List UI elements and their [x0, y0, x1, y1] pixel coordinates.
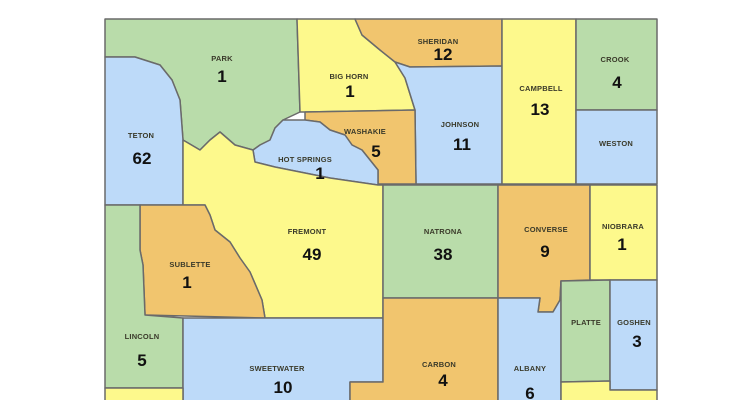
county-name-crook: CROOK — [601, 55, 630, 64]
county-count-crook: 4 — [612, 73, 622, 92]
county-count-park: 1 — [217, 67, 226, 86]
county-count-teton: 62 — [133, 149, 152, 168]
county-count-sweetwater: 10 — [274, 378, 293, 397]
county-name-sheridan: SHERIDAN — [418, 37, 459, 46]
county-count-campbell: 13 — [531, 100, 550, 119]
county-name-fremont: FREMONT — [288, 227, 327, 236]
county-count-lincoln: 5 — [137, 351, 146, 370]
county-uinta[interactable] — [104, 387, 184, 400]
county-count-johnson: 11 — [453, 135, 471, 154]
county-name-sublette: SUBLETTE — [169, 260, 210, 269]
county-name-campbell: CAMPBELL — [519, 84, 562, 93]
county-count-carbon: 4 — [438, 371, 448, 390]
county-name-park: PARK — [211, 54, 233, 63]
county-count-converse: 9 — [540, 242, 549, 261]
county-weston[interactable] — [575, 109, 658, 185]
county-count-fremont: 49 — [303, 245, 322, 264]
county-laramie[interactable] — [560, 380, 658, 400]
county-name-weston: WESTON — [599, 139, 633, 148]
county-count-albany: 6 — [525, 384, 534, 400]
county-count-sheridan: 12 — [434, 45, 453, 64]
county-name-natrona: NATRONA — [424, 227, 463, 236]
county-natrona[interactable] — [382, 184, 499, 299]
county-crook[interactable] — [575, 18, 658, 111]
county-name-albany: ALBANY — [514, 364, 546, 373]
county-name-platte: PLATTE — [571, 318, 601, 327]
county-count-goshen: 3 — [632, 332, 641, 351]
county-count-sublette: 1 — [182, 273, 191, 292]
county-count-natrona: 38 — [434, 245, 453, 264]
county-name-goshen: GOSHEN — [617, 318, 651, 327]
county-name-hot-springs: HOT SPRINGS — [278, 155, 332, 164]
county-name-niobrara: NIOBRARA — [602, 222, 644, 231]
county-name-big-horn: BIG HORN — [329, 72, 368, 81]
county-niobrara[interactable] — [589, 184, 658, 281]
county-count-hot-springs: 1 — [315, 164, 324, 183]
county-count-niobrara: 1 — [617, 235, 626, 254]
county-name-washakie: WASHAKIE — [344, 127, 386, 136]
county-name-sweetwater: SWEETWATER — [249, 364, 305, 373]
county-albany[interactable] — [497, 280, 562, 400]
county-name-lincoln: LINCOLN — [125, 332, 160, 341]
county-name-johnson: JOHNSON — [441, 120, 480, 129]
county-name-teton: TETON — [128, 131, 154, 140]
county-name-carbon: CARBON — [422, 360, 456, 369]
county-count-big-horn: 1 — [345, 82, 354, 101]
county-name-converse: CONVERSE — [524, 225, 568, 234]
county-count-washakie: 5 — [371, 142, 380, 161]
county-platte[interactable] — [560, 279, 611, 383]
